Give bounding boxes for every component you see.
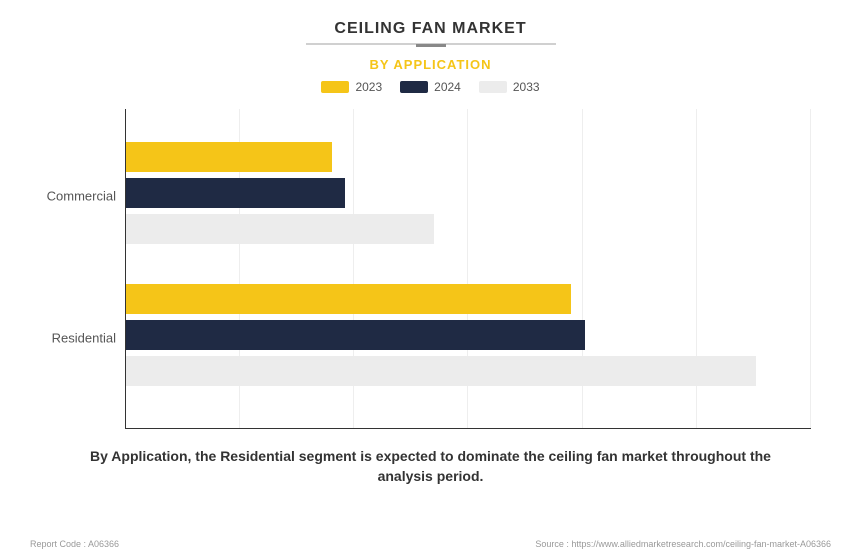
category-label: Commercial xyxy=(47,189,126,204)
footer: Report Code : A06366 Source : https://ww… xyxy=(30,539,831,549)
chart-subtitle: BY APPLICATION xyxy=(30,57,831,72)
chart-plot-area: Commercial Residential xyxy=(125,109,811,429)
bar xyxy=(126,214,434,244)
legend-swatch xyxy=(479,81,507,93)
legend-item: 2033 xyxy=(479,80,540,94)
bar xyxy=(126,284,571,314)
legend-label: 2024 xyxy=(434,80,461,94)
legend-label: 2023 xyxy=(355,80,382,94)
legend-item: 2024 xyxy=(400,80,461,94)
category-label: Residential xyxy=(52,331,126,346)
legend: 2023 2024 2033 xyxy=(30,80,831,94)
legend-swatch xyxy=(400,81,428,93)
chart-title: CEILING FAN MARKET xyxy=(30,20,831,38)
legend-swatch xyxy=(321,81,349,93)
bar xyxy=(126,320,585,350)
category-group: Residential xyxy=(126,284,811,392)
bar xyxy=(126,142,332,172)
legend-item: 2023 xyxy=(321,80,382,94)
footer-source: Source : https://www.alliedmarketresearc… xyxy=(535,539,831,549)
bar xyxy=(126,178,345,208)
category-group: Commercial xyxy=(126,142,811,250)
footer-report-code: Report Code : A06366 xyxy=(30,539,119,549)
legend-label: 2033 xyxy=(513,80,540,94)
chart-caption: By Application, the Residential segment … xyxy=(30,447,831,486)
bar xyxy=(126,356,756,386)
title-underline xyxy=(306,43,556,45)
